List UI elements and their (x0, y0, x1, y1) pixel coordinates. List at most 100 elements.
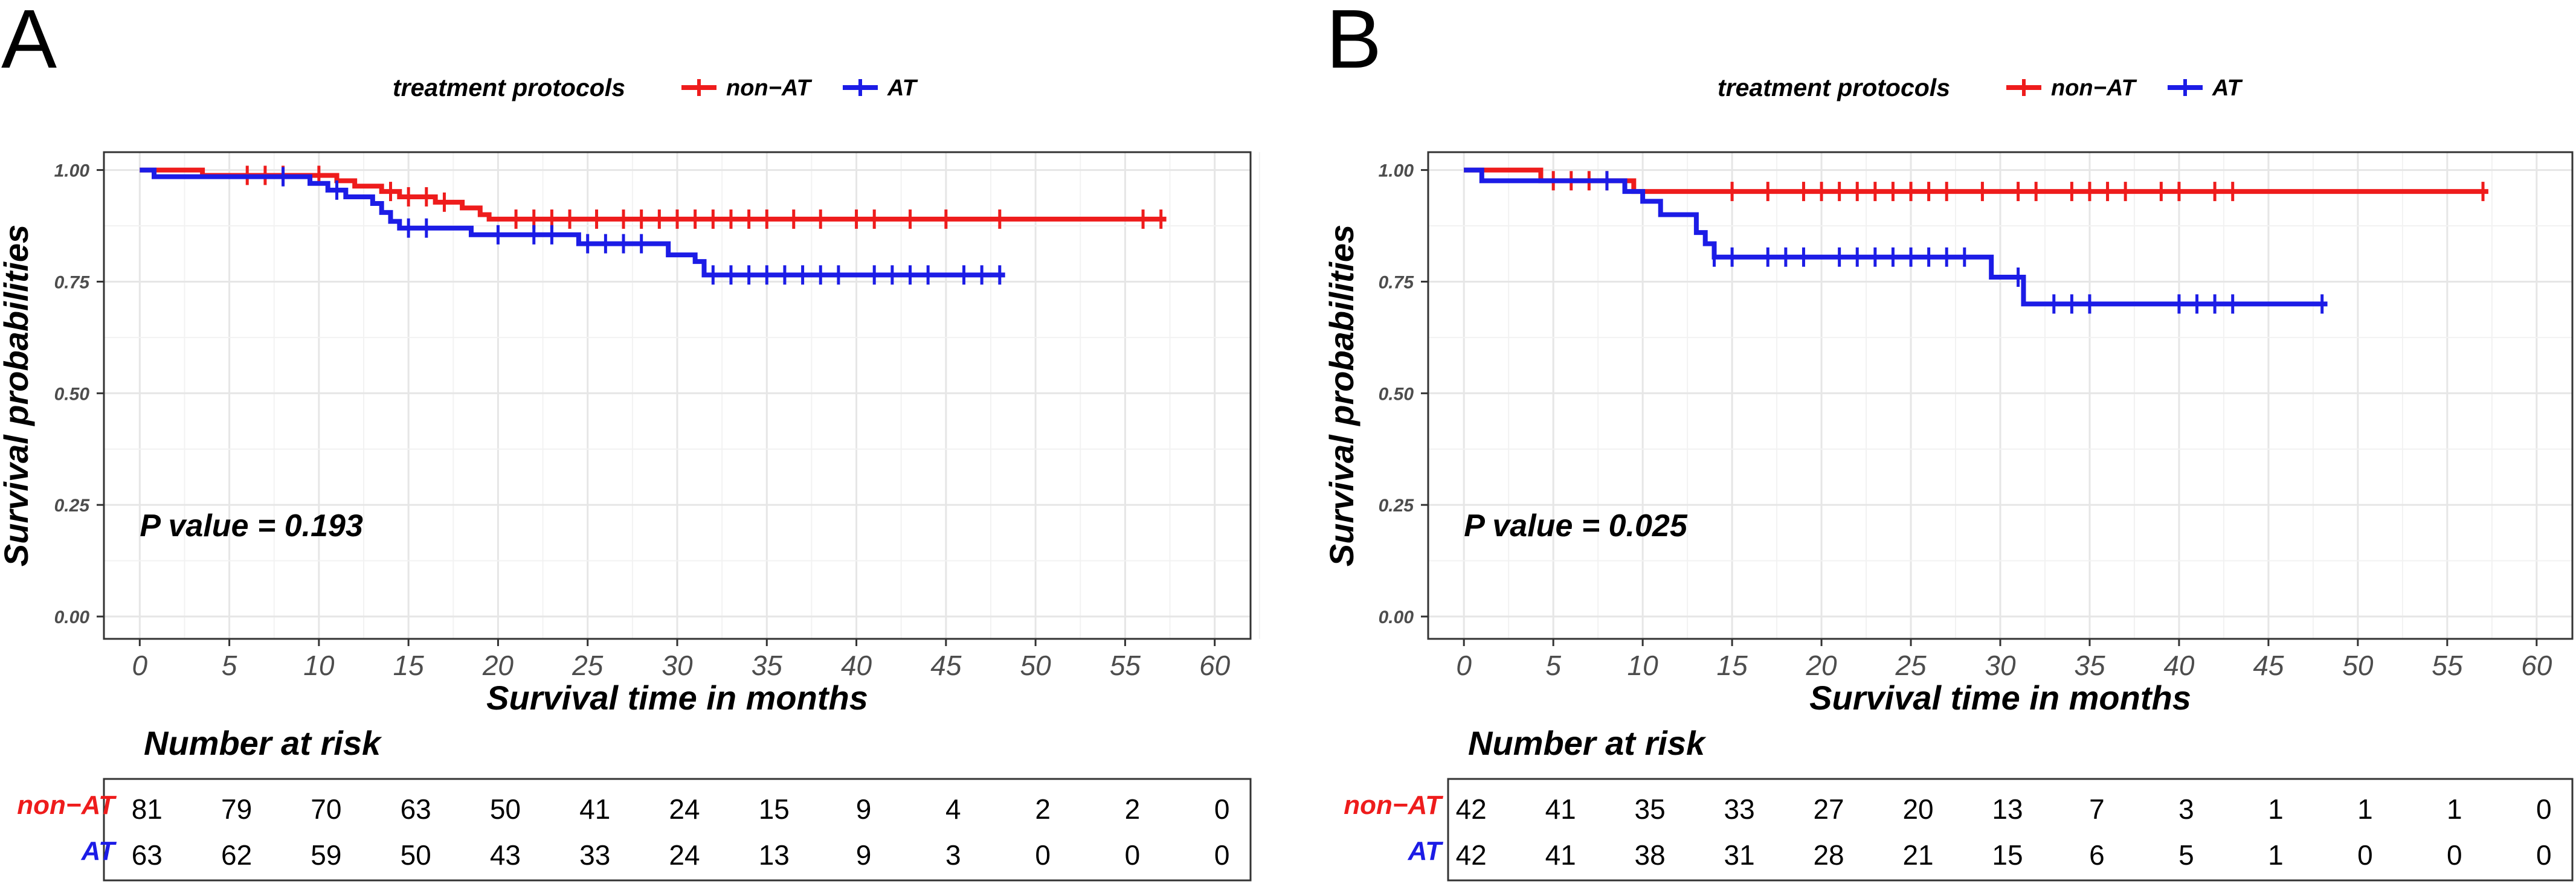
risk-table-title: Number at risk (144, 724, 382, 762)
risk-count: 70 (311, 793, 341, 825)
x-tick-label: 50 (2342, 650, 2374, 681)
legend-item: AT (2168, 75, 2243, 101)
risk-count: 3 (945, 839, 961, 871)
x-tick-label: 20 (482, 650, 514, 681)
p-value-annotation: P value = 0.025 (1464, 508, 1688, 543)
legend-title: treatment protocols (393, 74, 625, 101)
y-tick-label: 0.75 (54, 272, 91, 292)
risk-count: 27 (1813, 793, 1844, 825)
x-tick-label: 10 (303, 650, 335, 681)
x-tick-label: 55 (2432, 650, 2463, 681)
x-tick-label: 15 (1717, 650, 1748, 681)
risk-table-box (103, 778, 1252, 882)
x-tick-label: 40 (841, 650, 872, 681)
risk-count: 38 (1635, 839, 1666, 871)
risk-table-box (1447, 778, 2574, 882)
risk-table-row: AT 42 41 38 31 28 21 15 6 5 1 0 0 0 (1408, 836, 2552, 871)
risk-count: 15 (759, 793, 790, 825)
x-tick-label: 5 (222, 650, 237, 681)
x-tick-label: 25 (572, 650, 604, 681)
risk-row-label: AT (81, 836, 117, 866)
risk-count: 42 (1456, 793, 1487, 825)
x-tick-label: 40 (2163, 650, 2195, 681)
km-curve (140, 167, 1005, 278)
km-series (140, 167, 1005, 285)
risk-row-label: non−AT (1344, 790, 1443, 820)
y-tick-label: 0.50 (54, 384, 90, 404)
risk-count: 9 (856, 793, 872, 825)
km-curve (1464, 167, 2328, 307)
y-tick-label: 0.00 (1379, 607, 1414, 627)
legend-label: non−AT (726, 75, 812, 101)
risk-count: 7 (2089, 793, 2105, 825)
risk-table-row: non−AT 42 41 35 33 27 20 13 7 3 1 1 1 0 (1344, 790, 2551, 825)
risk-count: 79 (221, 793, 252, 825)
risk-count: 41 (579, 793, 610, 825)
x-axis-title: Survival time in months (1809, 679, 2191, 717)
x-tick-label: 45 (2253, 650, 2284, 681)
risk-count: 1 (2268, 793, 2284, 825)
risk-count: 41 (1545, 793, 1576, 825)
risk-count: 50 (490, 793, 521, 825)
risk-count: 0 (1214, 793, 1230, 825)
panel-letter: A (1, 0, 57, 86)
risk-count: 33 (579, 839, 610, 871)
risk-row-label: non−AT (17, 790, 117, 820)
p-value-annotation: P value = 0.193 (140, 508, 363, 543)
y-tick-label: 0.75 (1379, 272, 1415, 292)
legend-label: non−AT (2051, 75, 2137, 101)
x-tick-label: 20 (1805, 650, 1837, 681)
x-tick-label: 25 (1895, 650, 1927, 681)
legend-title: treatment protocols (1718, 74, 1950, 101)
risk-count: 35 (1635, 793, 1666, 825)
risk-count: 41 (1545, 839, 1576, 871)
risk-count: 3 (2178, 793, 2194, 825)
x-tick-label: 60 (2521, 650, 2552, 681)
risk-count: 1 (2447, 793, 2462, 825)
risk-count: 2 (1035, 793, 1051, 825)
x-tick-label: 30 (1985, 650, 2016, 681)
legend-label: AT (887, 75, 918, 101)
risk-count: 2 (1125, 793, 1141, 825)
risk-count: 31 (1724, 839, 1755, 871)
y-tick-label: 0.50 (1379, 384, 1414, 404)
x-tick-label: 35 (752, 650, 783, 681)
y-tick-label: 0.25 (54, 496, 91, 516)
x-tick-label: 45 (930, 650, 962, 681)
risk-count: 0 (1214, 839, 1230, 871)
x-tick-label: 60 (1199, 650, 1231, 681)
risk-count: 20 (1902, 793, 1933, 825)
risk-count: 13 (1992, 793, 2023, 825)
risk-count: 0 (2536, 793, 2552, 825)
legend-item: non−AT (2006, 75, 2137, 101)
x-tick-label: 15 (393, 650, 425, 681)
risk-count: 0 (1125, 839, 1141, 871)
risk-table-row: AT 63 62 59 50 43 33 24 13 9 3 0 0 0 (81, 836, 1230, 871)
x-tick-label: 0 (132, 650, 148, 681)
y-axis-title: Survival probabilities (1322, 225, 1360, 566)
panel-letter: B (1326, 0, 1382, 86)
risk-count: 0 (2536, 839, 2552, 871)
risk-count: 24 (669, 839, 700, 871)
km-series (1464, 167, 2328, 314)
legend-item: AT (843, 75, 918, 101)
risk-count: 1 (2357, 793, 2373, 825)
risk-table-title: Number at risk (1468, 724, 1707, 762)
y-tick-label: 1.00 (1379, 161, 1414, 181)
y-axis-title: Survival probabilities (0, 225, 35, 566)
x-tick-label: 55 (1110, 650, 1141, 681)
risk-table-row: non−AT 81 79 70 63 50 41 24 15 9 4 2 2 0 (17, 790, 1229, 825)
x-tick-label: 0 (1456, 650, 1472, 681)
x-tick-label: 35 (2074, 650, 2105, 681)
risk-count: 28 (1813, 839, 1844, 871)
risk-count: 4 (945, 793, 961, 825)
risk-count: 0 (2447, 839, 2462, 871)
risk-count: 1 (2268, 839, 2284, 871)
y-tick-label: 1.00 (54, 161, 90, 181)
risk-count: 5 (2178, 839, 2194, 871)
x-axis-title: Survival time in months (486, 679, 868, 717)
risk-count: 42 (1456, 839, 1487, 871)
risk-row-label: AT (1408, 836, 1444, 866)
risk-count: 6 (2089, 839, 2105, 871)
